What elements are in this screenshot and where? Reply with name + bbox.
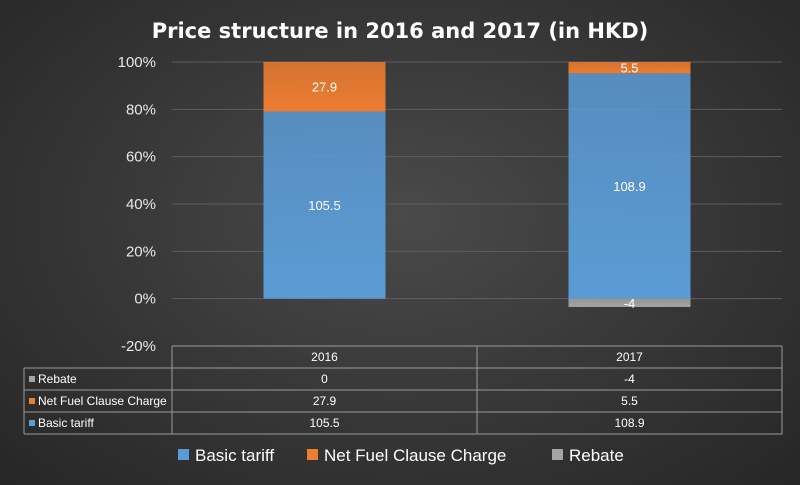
table-cell-net-fuel-clause-charge-2017: 5.5 — [621, 394, 638, 408]
data-table: 2016 2017 Rebate 0 -4 Net Fuel Clause Charge 2… — [23, 345, 783, 435]
bar-basic-tariff-2016 — [263, 111, 386, 299]
y-tick-label: 60% — [126, 149, 156, 166]
legend-swatch-net-fuel-clause-charge — [307, 449, 318, 460]
data-label-basic-tariff-2016: 105.5 — [308, 198, 341, 213]
y-tick-label: 20% — [126, 243, 156, 260]
table-cell-rebate-2017: -4 — [624, 372, 635, 386]
y-tick-label: 40% — [126, 196, 156, 213]
table-header-2017: 2017 — [616, 350, 643, 364]
table-row-label-rebate: Rebate — [38, 372, 77, 386]
table-header-2016: 2016 — [311, 350, 338, 364]
data-label-rebate-2017: -4 — [624, 296, 636, 311]
table-cell-basic-tariff-2016: 105.5 — [309, 416, 339, 430]
bar-rebate-2017 — [568, 298, 691, 307]
legend-label-basic-tariff: Basic tariff — [195, 446, 274, 465]
legend-label-net-fuel-clause-charge: Net Fuel Clause Charge — [324, 446, 506, 465]
table-row-label-basic-tariff: Basic tariff — [38, 416, 94, 430]
data-label-net-fuel-clause-charge-2016: 27.9 — [312, 80, 337, 95]
table-key-basic-tariff — [29, 420, 35, 426]
y-tick-label: 100% — [118, 54, 156, 71]
legend: Basic tariff Net Fuel Clause Charge Rebate — [178, 446, 624, 465]
legend-label-rebate: Rebate — [569, 446, 624, 465]
chart-title: Price structure in 2016 and 2017 (in HKD… — [152, 19, 649, 43]
y-tick-label: 0% — [134, 291, 156, 308]
table-key-rebate — [29, 376, 35, 382]
table-row-label-net-fuel-clause-charge: Net Fuel Clause Charge — [38, 394, 167, 408]
y-axis-tick-labels: 100% 80% 60% 40% 20% 0% -20% — [118, 54, 156, 355]
table-cell-rebate-2016: 0 — [321, 372, 328, 386]
data-label-basic-tariff-2017: 108.9 — [613, 179, 646, 194]
y-tick-label: 80% — [126, 101, 156, 118]
bars: 105.5 27.9 108.9 5.5 -4 — [263, 61, 691, 311]
bar-net-fuel-clause-charge-2017 — [568, 62, 691, 74]
legend-swatch-basic-tariff — [178, 449, 189, 460]
y-tick-label: -20% — [121, 338, 156, 355]
bar-basic-tariff-2017 — [568, 73, 691, 299]
table-cell-basic-tariff-2017: 108.9 — [614, 416, 644, 430]
table-key-net-fuel-clause-charge — [29, 398, 35, 404]
legend-swatch-rebate — [552, 449, 563, 460]
data-label-net-fuel-clause-charge-2017: 5.5 — [620, 61, 638, 76]
table-cell-net-fuel-clause-charge-2016: 27.9 — [313, 394, 337, 408]
bar-net-fuel-clause-charge-2016 — [263, 62, 386, 112]
